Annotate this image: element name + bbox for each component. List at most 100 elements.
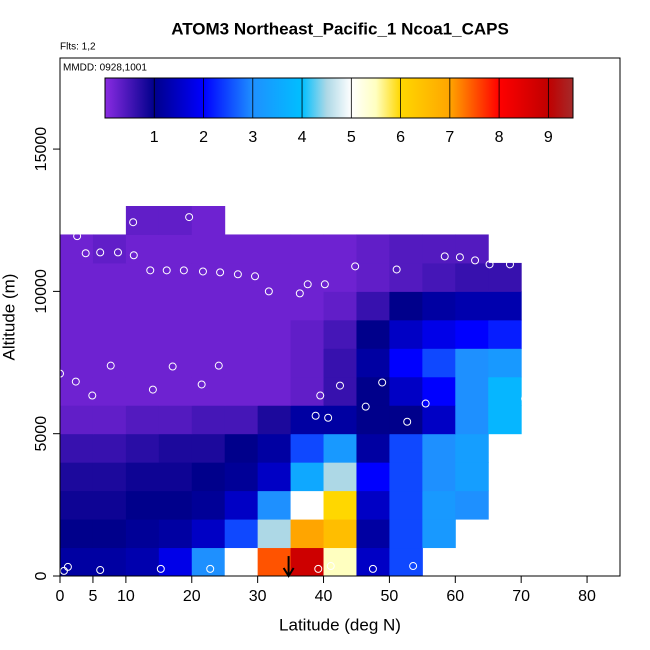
heat-cell: [257, 319, 292, 349]
sample-point: [351, 262, 360, 271]
heat-cell: [60, 462, 94, 492]
sample-point: [198, 267, 207, 276]
x-tick-label: 10: [117, 588, 135, 605]
heat-cell: [455, 433, 489, 463]
heat-cell: [488, 376, 522, 406]
heat-cell: [224, 348, 259, 378]
heat-cell: [257, 291, 292, 321]
heat-cell: [125, 376, 160, 406]
heat-cell: [224, 547, 259, 577]
heat-cell: [158, 348, 193, 378]
heat-cell: [422, 319, 456, 349]
heat-cell: [389, 234, 423, 264]
heat-cell: [125, 433, 160, 463]
heat-cell: [224, 462, 259, 492]
heat-cell: [224, 291, 259, 321]
heat-cell: [356, 462, 390, 492]
heat-cell: [488, 291, 522, 321]
sample-point: [162, 266, 171, 275]
sample-point: [233, 270, 242, 279]
heat-cell: [125, 405, 160, 435]
y-tick-label: 0: [33, 571, 50, 580]
heat-cell: [323, 405, 357, 435]
heat-cell: [290, 348, 325, 378]
sample-point: [96, 566, 105, 575]
sample-point: [216, 268, 225, 277]
heat-cell: [356, 405, 390, 435]
heat-cell: [224, 376, 259, 406]
heat-cell: [422, 405, 456, 435]
heat-cell: [92, 519, 127, 549]
heat-cell: [488, 405, 522, 435]
heat-cell: [389, 262, 423, 292]
heat-cell: [356, 348, 390, 378]
heat-cell: [323, 319, 357, 349]
heat-cell: [92, 319, 127, 349]
heat-cell: [92, 376, 127, 406]
sample-point: [485, 260, 494, 269]
sample-point: [316, 391, 325, 400]
heat-cell: [389, 547, 423, 577]
sample-point: [206, 564, 215, 573]
x-tick-label: 70: [512, 588, 530, 605]
heat-cell: [60, 376, 94, 406]
sample-point: [96, 248, 105, 257]
heat-cell: [389, 519, 423, 549]
heat-cell: [125, 348, 160, 378]
heat-cell: [92, 462, 127, 492]
plot-frame: [59, 57, 621, 577]
x-axis-label: Latitude (deg N): [279, 615, 401, 634]
sample-point: [320, 280, 329, 289]
heat-cell: [92, 291, 127, 321]
heat-cell: [158, 291, 193, 321]
sample-point: [106, 361, 115, 370]
heat-cell: [60, 490, 94, 520]
sample-point: [247, 218, 256, 227]
heat-cell: [158, 490, 193, 520]
heat-cell: [455, 405, 489, 435]
heat-cell: [290, 433, 325, 463]
heat-cell: [158, 376, 193, 406]
x-tick-label: 5: [88, 588, 97, 605]
heat-cell: [290, 376, 325, 406]
heat-cell: [224, 234, 259, 264]
heat-cell: [455, 348, 489, 378]
sample-point: [129, 251, 138, 260]
y-tick-label: 15000: [33, 127, 50, 172]
colorbar-tick-label: 8: [495, 129, 504, 146]
x-tick-label: 40: [315, 588, 333, 605]
y-tick-label: 10000: [33, 269, 50, 314]
heat-cell: [257, 490, 292, 520]
sample-point: [71, 377, 80, 386]
sample-point: [455, 253, 464, 262]
heat-cell: [191, 319, 226, 349]
heat-cell: [125, 262, 160, 292]
heat-cell: [323, 433, 357, 463]
heat-cell: [356, 291, 390, 321]
heat-cell: [323, 547, 357, 577]
heat-cell: [191, 262, 226, 292]
sample-point: [73, 232, 82, 241]
heat-cell: [257, 262, 292, 292]
heat-cell: [422, 490, 456, 520]
sample-point: [168, 362, 177, 371]
sample-point: [324, 413, 333, 422]
heat-cell: [125, 206, 160, 235]
heat-cell: [92, 433, 127, 463]
heat-cell: [224, 262, 259, 292]
heat-cell: [455, 490, 489, 520]
heat-cell: [257, 519, 292, 549]
heat-cell: [389, 348, 423, 378]
sample-point: [113, 248, 122, 257]
heat-cell: [356, 262, 390, 292]
heat-cell: [356, 319, 390, 349]
heat-cell: [158, 319, 193, 349]
sample-point: [229, 207, 238, 216]
heat-cell: [323, 291, 357, 321]
heat-cell: [158, 234, 193, 264]
heat-cell: [92, 405, 127, 435]
heat-cell: [125, 319, 160, 349]
sample-point: [81, 249, 90, 258]
